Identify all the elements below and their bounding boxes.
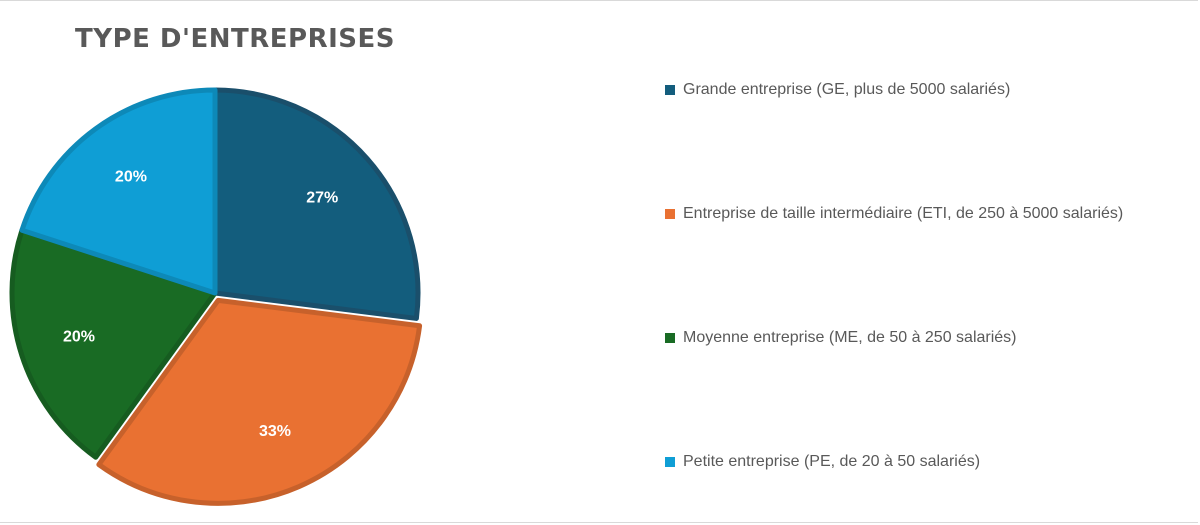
data-label-2: 33%: [259, 423, 291, 440]
legend-item-4: Petite entreprise (PE, de 20 à 50 salari…: [665, 452, 980, 472]
legend-item-1: Grande entreprise (GE, plus de 5000 sala…: [665, 80, 1010, 100]
data-label-3: 20%: [63, 328, 95, 345]
legend-label: Entreprise de taille intermédiaire (ETI,…: [683, 205, 1124, 222]
legend-item-2: Entreprise de taille intermédiaire (ETI,…: [665, 204, 1123, 224]
data-label-4: 20%: [115, 169, 147, 186]
legend-label: Grande entreprise (GE, plus de 5000 sala…: [683, 81, 1011, 98]
legend-swatch: [665, 457, 675, 467]
pie-chart: 27% 33% 20% 20%: [9, 87, 423, 506]
legend-label: Moyenne entreprise (ME, de 50 à 250 sala…: [683, 329, 1017, 346]
pie-slice-3: [9, 227, 218, 460]
chart-title: TYPE D'ENTREPRISES: [75, 24, 395, 54]
legend-swatch: [665, 85, 675, 95]
chart-legend: Grande entreprise (GE, plus de 5000 sala…: [665, 0, 1200, 525]
pie-slice-4: [19, 87, 218, 296]
pie-slice-2: [96, 297, 423, 506]
pie-slice-1: [212, 87, 421, 321]
legend-item-3: Moyenne entreprise (ME, de 50 à 250 sala…: [665, 328, 1017, 348]
data-label-1: 27%: [306, 190, 338, 207]
legend-swatch: [665, 333, 675, 343]
legend-swatch: [665, 209, 675, 219]
legend-label: Petite entreprise (PE, de 20 à 50 salari…: [683, 453, 981, 470]
